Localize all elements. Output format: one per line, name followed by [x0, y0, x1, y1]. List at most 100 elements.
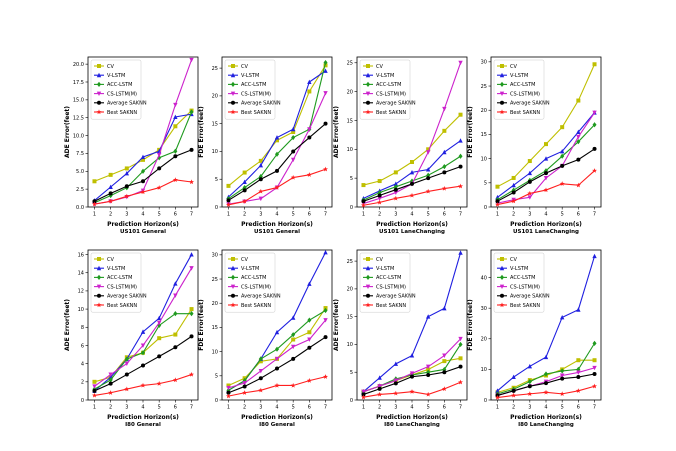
data-point [108, 172, 113, 177]
data-point [242, 390, 248, 395]
y-tick-label: 25 [481, 84, 487, 90]
data-point [108, 377, 113, 383]
legend-marker [365, 72, 371, 78]
y-axis-title: ADE Error(feet) [333, 106, 340, 158]
data-point [108, 390, 114, 395]
y-tick-label: 20.0 [73, 62, 84, 68]
data-point [124, 166, 129, 171]
series-average-saknn [361, 364, 463, 397]
legend: CV V-LSTM ACC-LSTM CS-LSTM(M) Average SAKNN B… [493, 59, 550, 120]
data-point [189, 371, 194, 377]
y-tick-label: 12 [78, 289, 84, 295]
data-point [576, 370, 581, 375]
data-point [527, 384, 532, 389]
data-point [393, 378, 399, 383]
data-point [511, 198, 517, 204]
data-point [156, 315, 162, 321]
data-point [361, 202, 366, 208]
data-point [323, 91, 328, 96]
data-point [290, 382, 296, 388]
data-point [173, 332, 178, 337]
data-point [307, 337, 312, 342]
series-acc-lstm [92, 311, 194, 392]
panel-caption: US101 General [254, 229, 300, 235]
data-point [226, 393, 231, 399]
data-point [361, 389, 366, 395]
data-point [307, 135, 312, 140]
legend-marker [365, 91, 371, 96]
legend-label: V-LSTM [241, 266, 259, 272]
data-point [258, 356, 263, 362]
legend-label: V-LSTM [510, 266, 528, 272]
data-point [141, 350, 145, 356]
data-point [458, 379, 463, 385]
data-point [323, 63, 328, 68]
data-point [458, 183, 463, 189]
x-tick-label: 2 [512, 212, 515, 218]
data-point [527, 195, 533, 200]
data-point [495, 388, 500, 393]
legend-marker [499, 72, 505, 78]
x-tick-label: 1 [93, 405, 96, 411]
data-point [323, 374, 328, 379]
y-tick-label: 7.5 [76, 151, 84, 157]
legend-marker [97, 257, 101, 261]
y-tick-label: 5 [215, 177, 218, 183]
data-point [377, 375, 382, 380]
x-tick-label: 1 [496, 405, 499, 411]
data-point [410, 181, 414, 186]
data-point [156, 152, 162, 158]
data-point [592, 371, 597, 376]
x-axis-title: Prediction Horizon(s) [376, 414, 448, 421]
panel-caption: US101 LaneChanging [513, 229, 579, 235]
data-point [258, 188, 264, 194]
series-average-saknn [361, 164, 463, 204]
y-tick-label: 10 [347, 342, 353, 348]
data-point [172, 377, 178, 383]
data-point [409, 389, 415, 394]
legend-label: ACC-LSTM [376, 82, 401, 88]
legend-label: V-LSTM [376, 73, 394, 79]
data-point [559, 373, 565, 378]
x-tick-label: 7 [190, 212, 193, 218]
series-average-saknn [226, 121, 328, 203]
data-point [242, 384, 247, 389]
data-point [92, 199, 97, 204]
data-point [495, 201, 500, 207]
data-point [442, 353, 447, 358]
data-point [124, 386, 130, 392]
legend-marker [96, 265, 102, 271]
data-point [527, 159, 532, 164]
data-point [559, 148, 565, 154]
legend-marker [96, 284, 102, 289]
y-tick-label: 30 [481, 306, 487, 312]
legend-marker [97, 64, 101, 68]
data-point [275, 366, 279, 371]
data-point [393, 187, 398, 192]
legend-marker [500, 64, 504, 68]
legend-label: CS-LSTM(M) [107, 284, 137, 290]
y-tick-label: 20 [212, 94, 218, 100]
legend-marker [365, 302, 371, 308]
x-tick-label: 7 [324, 405, 327, 411]
legend-marker [231, 100, 235, 105]
data-point [258, 368, 264, 374]
data-point [425, 364, 431, 370]
legend: CV V-LSTM ACC-LSTM CS-LSTM(M) Average SAKNN B… [90, 252, 147, 313]
panel-caption: I80 General [259, 422, 295, 428]
data-point [306, 378, 312, 383]
legend-label: CS-LSTM(M) [510, 91, 540, 97]
data-point [307, 281, 312, 286]
data-point [576, 134, 581, 140]
y-tick-label: 25 [212, 277, 218, 283]
data-point [592, 358, 597, 363]
legend-marker [231, 81, 235, 87]
data-point [592, 253, 597, 259]
data-point [592, 146, 597, 151]
data-point [425, 150, 431, 155]
y-tick-label: 8 [81, 325, 84, 331]
x-tick-label: 3 [528, 212, 531, 218]
data-point [242, 381, 247, 386]
data-point [124, 361, 130, 367]
x-tick-label: 1 [362, 405, 365, 411]
